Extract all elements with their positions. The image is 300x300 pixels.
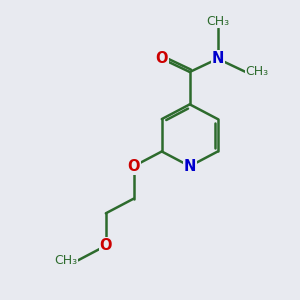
Text: CH₃: CH₃ bbox=[246, 65, 269, 79]
Text: CH₃: CH₃ bbox=[206, 15, 229, 28]
Text: O: O bbox=[100, 238, 112, 253]
Text: O: O bbox=[155, 51, 168, 66]
Text: O: O bbox=[128, 159, 140, 174]
Text: N: N bbox=[184, 159, 196, 174]
Text: N: N bbox=[212, 51, 224, 66]
Text: CH₃: CH₃ bbox=[55, 254, 78, 267]
